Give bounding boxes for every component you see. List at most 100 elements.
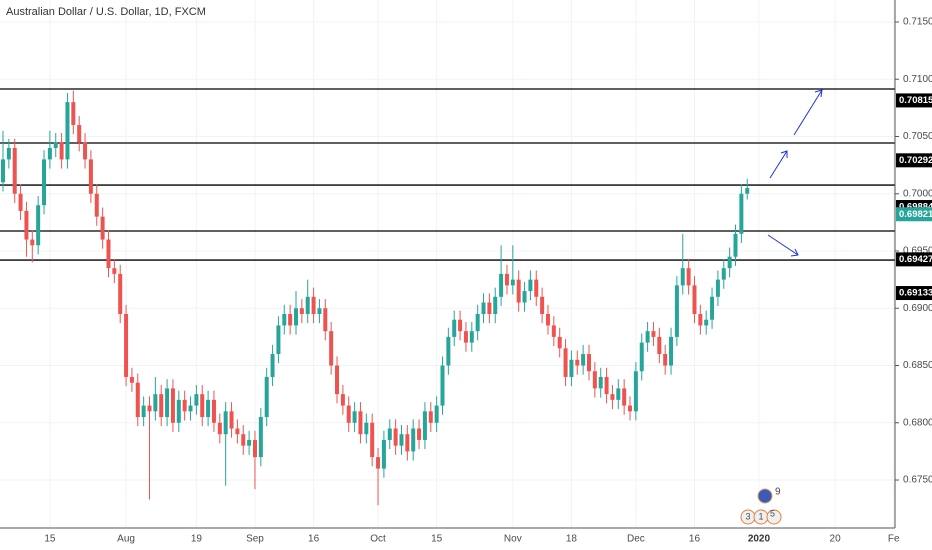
candle-body — [504, 273, 509, 286]
candle-body — [346, 405, 351, 423]
candle-body — [340, 394, 345, 406]
candle-body — [165, 388, 170, 418]
candle-body — [499, 273, 504, 297]
candle-body — [387, 428, 392, 440]
candle-body — [545, 313, 550, 326]
candle-body — [42, 159, 47, 206]
candle-body — [83, 142, 88, 160]
arrow — [793, 89, 823, 136]
arrow-head — [814, 89, 823, 98]
candles — [1, 90, 750, 506]
candle-body — [65, 102, 70, 160]
candle-body — [376, 457, 381, 469]
event-count: 1 — [758, 511, 763, 521]
x-tick-label: 15 — [431, 534, 443, 545]
grid — [0, 0, 895, 528]
x-tick-label: 20 — [830, 534, 842, 545]
candle-body — [188, 405, 193, 412]
candle-body — [241, 434, 246, 446]
candle-body — [411, 428, 416, 452]
candle-body — [170, 388, 175, 423]
candle-body — [59, 142, 64, 160]
candle-body — [352, 411, 357, 423]
candle-body — [463, 331, 468, 343]
candle-body — [77, 125, 82, 143]
candle-body — [610, 394, 615, 400]
price-label-box — [896, 207, 932, 222]
x-tick-label: 18 — [566, 534, 578, 545]
candle-body — [663, 354, 668, 366]
candle-body — [276, 325, 281, 355]
candle-body — [47, 147, 52, 160]
candle-body — [141, 405, 146, 418]
candle-body — [733, 233, 738, 257]
candle-body — [598, 376, 603, 389]
candle-body — [686, 268, 691, 286]
candle-body — [112, 268, 117, 274]
candle-body — [270, 354, 275, 377]
candle-body — [534, 279, 539, 297]
candle-body — [71, 102, 76, 126]
candle-body — [217, 422, 222, 435]
price-label: 0.70815 — [899, 95, 932, 106]
candle-body — [176, 399, 181, 423]
arrow — [767, 234, 799, 256]
candle-body — [335, 365, 340, 395]
candle-body — [721, 268, 726, 280]
x-tick-label: 16 — [689, 534, 701, 545]
candle-body — [710, 296, 715, 320]
candle-body — [493, 296, 498, 314]
candle-body — [294, 308, 298, 326]
candle-body — [88, 159, 93, 194]
horizontal-lines — [0, 88, 895, 261]
candle-body — [645, 331, 650, 343]
candle-body — [206, 399, 211, 418]
candle-body — [18, 193, 23, 211]
candle-body — [129, 376, 134, 383]
candle-body — [698, 313, 703, 326]
candle-body — [247, 439, 252, 446]
candle-body — [159, 394, 164, 418]
candle-body — [235, 428, 240, 435]
candle-body — [575, 359, 580, 366]
candle-body — [481, 302, 486, 314]
price-label-box — [896, 153, 932, 168]
candle-body — [311, 296, 316, 314]
candle-body — [405, 434, 410, 452]
x-tick-label: 15 — [44, 534, 56, 545]
candle-body — [516, 279, 521, 303]
candle-body — [1, 159, 5, 183]
candle-body — [30, 239, 35, 246]
candle-body — [739, 193, 744, 234]
candle-body — [540, 296, 545, 314]
price-label: 0.69884 — [899, 202, 932, 213]
candle-body — [94, 193, 99, 217]
price-label: 0.70292 — [899, 155, 932, 166]
candle-body — [200, 394, 205, 418]
x-tick-label: Aug — [117, 534, 135, 545]
candle-body — [24, 210, 29, 240]
candle-body — [288, 313, 293, 326]
candle-body — [469, 331, 474, 343]
arrow-head — [780, 150, 788, 158]
candle-body — [417, 428, 422, 440]
candle-body — [581, 354, 586, 366]
candle-body — [53, 142, 58, 148]
candle-body — [211, 399, 216, 423]
candle-body — [622, 388, 627, 406]
candle-body — [487, 302, 492, 314]
candle-body — [616, 388, 621, 400]
x-tick-label: Sep — [246, 534, 264, 545]
candle-body — [258, 417, 263, 458]
candle-body — [305, 296, 310, 314]
candle-body — [528, 279, 533, 292]
candle-body — [628, 405, 633, 412]
candle-body — [639, 342, 644, 372]
x-tick-label: Nov — [504, 534, 522, 545]
candle-body — [106, 239, 111, 269]
candle-body — [704, 319, 709, 326]
